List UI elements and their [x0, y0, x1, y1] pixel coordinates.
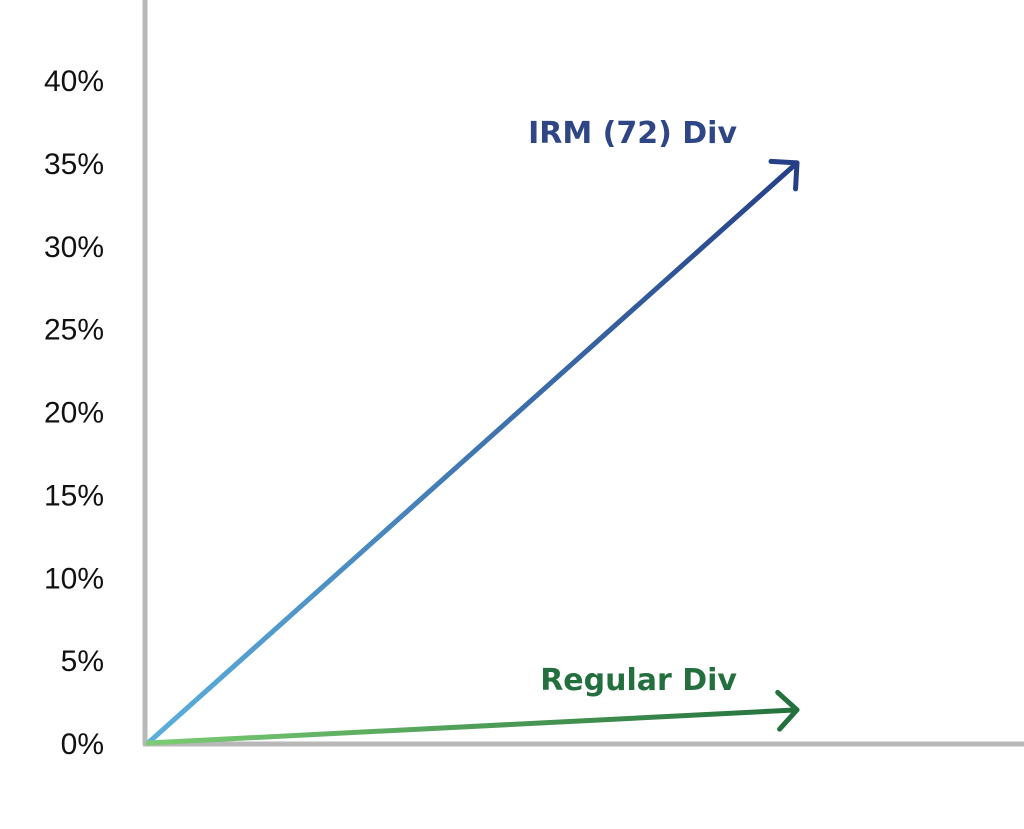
series-label: IRM (72) Div — [528, 116, 737, 151]
series-group: IRM (72) Div Regular Div — [145, 116, 800, 746]
y-tick-label: 10% — [44, 562, 104, 595]
y-tick-label: 25% — [44, 314, 104, 347]
series-label: Regular Div — [540, 663, 737, 698]
y-tick-label: 30% — [44, 231, 104, 264]
y-tick-label: 5% — [61, 645, 104, 678]
series-line — [145, 707, 800, 746]
series-line — [145, 160, 800, 746]
y-tick-label: 15% — [44, 479, 104, 512]
y-tick-label: 0% — [61, 728, 104, 761]
series-arrowhead — [775, 689, 800, 732]
y-tick-label: 40% — [44, 65, 104, 98]
series-arrowhead — [768, 158, 800, 192]
y-tick-label: 20% — [44, 397, 104, 430]
y-tick-label: 35% — [44, 148, 104, 181]
y-axis-ticks: 0% 5% 10% 15% 20% 25% 30% 35% 40% — [44, 65, 104, 761]
